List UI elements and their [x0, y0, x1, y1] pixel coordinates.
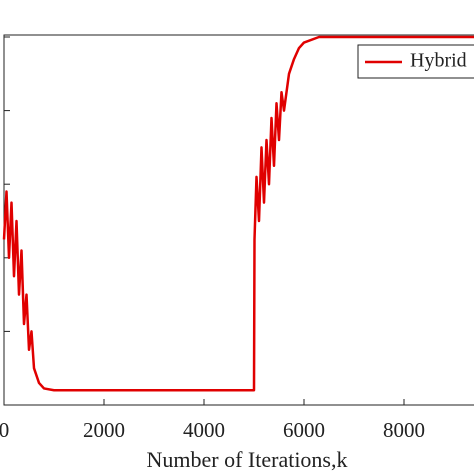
- x-tick-label: 8000: [383, 418, 425, 442]
- x-axis-label: Number of Iterations,k: [147, 447, 348, 472]
- x-tick-label: 4000: [183, 418, 225, 442]
- x-tick-label: 0: [0, 418, 9, 442]
- data-line: [2, 35, 474, 392]
- x-tick-label: 2000: [83, 418, 125, 442]
- x-tick-label: 6000: [283, 418, 325, 442]
- legend-label: Hybrid: [410, 50, 467, 72]
- plot-frame: [3, 34, 474, 406]
